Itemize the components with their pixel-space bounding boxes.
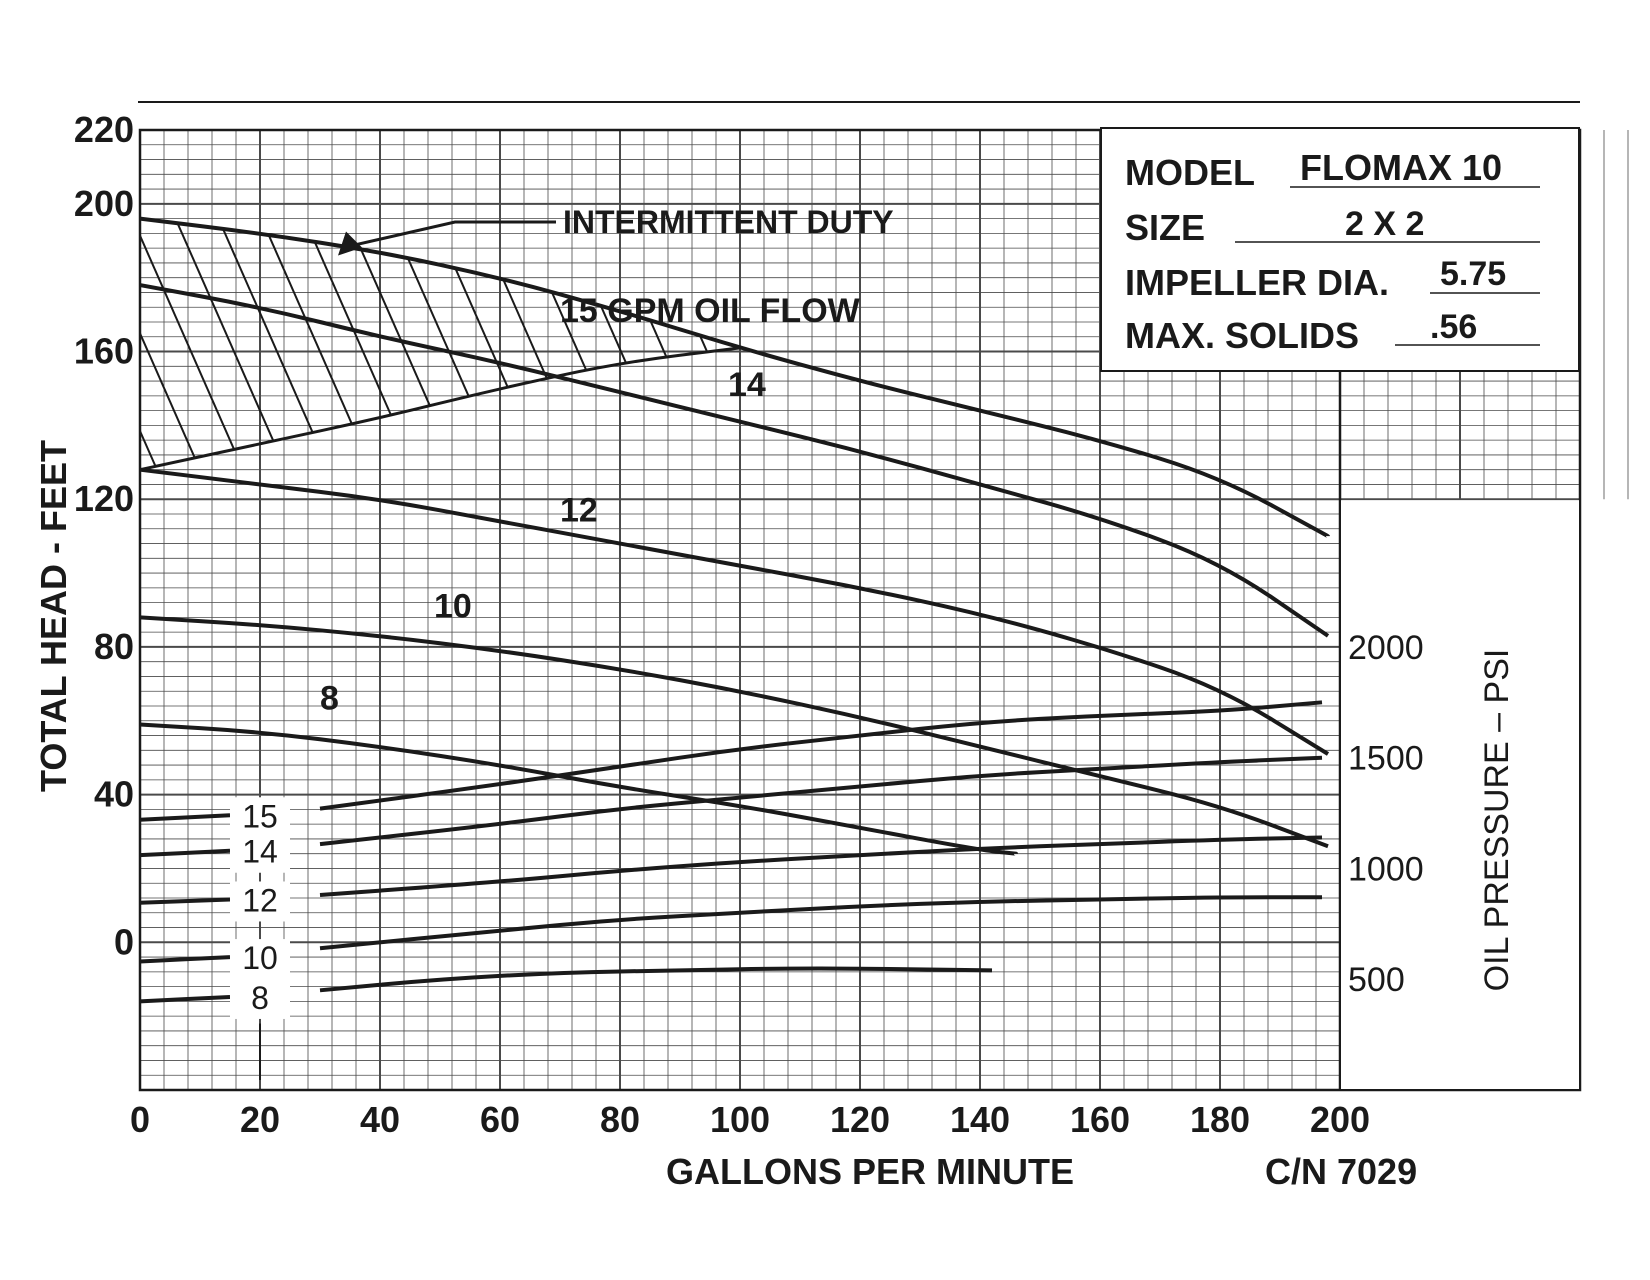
y-tick-label: 0 bbox=[114, 921, 134, 962]
intermittent-duty-arrowhead bbox=[338, 231, 362, 256]
pressure-curve-stub bbox=[139, 897, 231, 905]
head-curve-label: 10 bbox=[434, 587, 472, 625]
hatch-line bbox=[140, 218, 214, 470]
spec-box-frame bbox=[1100, 127, 1580, 372]
pressure-curve-10 bbox=[319, 895, 1322, 951]
pressure-curve-stub bbox=[139, 848, 231, 858]
spec-solids-value: .56 bbox=[1430, 308, 1477, 346]
y2-axis-title: OIL PRESSURE – PSI bbox=[1478, 649, 1516, 992]
y-tick-label: 40 bbox=[94, 774, 134, 815]
spec-impeller-label: IMPELLER DIA. bbox=[1125, 262, 1389, 303]
x-tick-label: 160 bbox=[1070, 1099, 1130, 1140]
axis-ticks: 0 20 40 60 80 100 120 140 160 180 2000408012016020… bbox=[74, 109, 1424, 1140]
spec-size-value: 2 X 2 bbox=[1345, 205, 1424, 243]
pressure-label-bg bbox=[230, 797, 290, 838]
pressure-label-bg bbox=[230, 832, 290, 873]
head-curves: 15 GPM OIL FLOW 14 12 10 8 bbox=[139, 216, 1330, 856]
head-curve-8 bbox=[139, 722, 1017, 856]
pressure-label-area bbox=[1341, 500, 1579, 1089]
pressure-curve-14 bbox=[319, 755, 1323, 847]
intermittent-duty-arrow bbox=[351, 220, 556, 248]
hatch-line bbox=[140, 218, 171, 470]
spec-solids-label: MAX. SOLIDS bbox=[1125, 315, 1359, 356]
intermittent-duty-boundary bbox=[139, 346, 741, 472]
x-tick-label: 120 bbox=[830, 1099, 890, 1140]
spec-impeller-value: 5.75 bbox=[1440, 255, 1506, 293]
pressure-curve-label: 15 bbox=[242, 798, 278, 834]
pressure-label-bg bbox=[230, 881, 290, 922]
x-tick-label: 80 bbox=[600, 1099, 640, 1140]
head-curve-label: 8 bbox=[320, 680, 339, 718]
pressure-curve-12 bbox=[319, 835, 1323, 898]
x-axis-title: GALLONS PER MINUTE bbox=[666, 1151, 1074, 1192]
catalog-number: C/N 7029 bbox=[1265, 1151, 1417, 1192]
x-tick-label: 40 bbox=[360, 1099, 400, 1140]
chart-grid bbox=[138, 128, 1629, 1092]
x-tick-label: 0 bbox=[130, 1099, 150, 1140]
hatch-line bbox=[1588, 204, 1650, 499]
y-tick-label: 80 bbox=[94, 626, 134, 667]
head-curve-label: 12 bbox=[560, 491, 598, 529]
y2-tick-label: 2000 bbox=[1348, 629, 1424, 667]
x-tick-label: 20 bbox=[240, 1099, 280, 1140]
y2-tick-label: 500 bbox=[1348, 961, 1405, 999]
x-tick-label: 100 bbox=[710, 1099, 770, 1140]
pressure-curve-8 bbox=[319, 966, 993, 993]
pressure-curve-label: 8 bbox=[251, 980, 269, 1016]
spec-box: MODEL FLOMAX 10 SIZE 2 X 2 IMPELLER DIA.… bbox=[1100, 127, 1580, 372]
spec-model-label: MODEL bbox=[1125, 152, 1255, 193]
y2-tick-label: 1500 bbox=[1348, 740, 1424, 778]
x-tick-label: 140 bbox=[950, 1099, 1010, 1140]
pressure-curve-label: 14 bbox=[242, 834, 278, 870]
head-curve-15 bbox=[139, 216, 1330, 538]
pressure-curve-stub bbox=[139, 994, 231, 1004]
pressure-curve-label: 12 bbox=[242, 882, 278, 918]
head-curve-14 bbox=[139, 283, 1330, 638]
x-tick-label: 200 bbox=[1310, 1099, 1370, 1140]
y-tick-label: 220 bbox=[74, 109, 134, 150]
spec-size-label: SIZE bbox=[1125, 207, 1205, 248]
pressure-curve-15 bbox=[319, 700, 1323, 811]
head-curve-label: 14 bbox=[728, 366, 766, 404]
head-curve-10 bbox=[139, 615, 1329, 849]
y-tick-label: 120 bbox=[74, 478, 134, 519]
head-curve-12 bbox=[139, 467, 1330, 756]
pressure-label-bg bbox=[230, 939, 290, 980]
y-tick-label: 160 bbox=[74, 331, 134, 372]
y-tick-label: 200 bbox=[74, 183, 134, 224]
intermittent-duty-label: INTERMITTENT DUTY bbox=[563, 204, 894, 240]
x-tick-label: 60 bbox=[480, 1099, 520, 1140]
x-tick-label: 180 bbox=[1190, 1099, 1250, 1140]
hatch-line bbox=[1631, 204, 1650, 499]
pressure-label-bg bbox=[230, 978, 290, 1019]
pressure-curve-stub bbox=[139, 813, 231, 822]
pressure-curve-label: 10 bbox=[242, 940, 278, 976]
y-axis-title: TOTAL HEAD - FEET bbox=[33, 440, 74, 792]
y2-tick-label: 1000 bbox=[1348, 850, 1424, 888]
spec-model-value: FLOMAX 10 bbox=[1300, 147, 1502, 188]
plot-frame bbox=[138, 128, 1582, 1092]
head-curve-label: 15 GPM OIL FLOW bbox=[560, 292, 861, 330]
pressure-curve-stub bbox=[139, 955, 231, 964]
